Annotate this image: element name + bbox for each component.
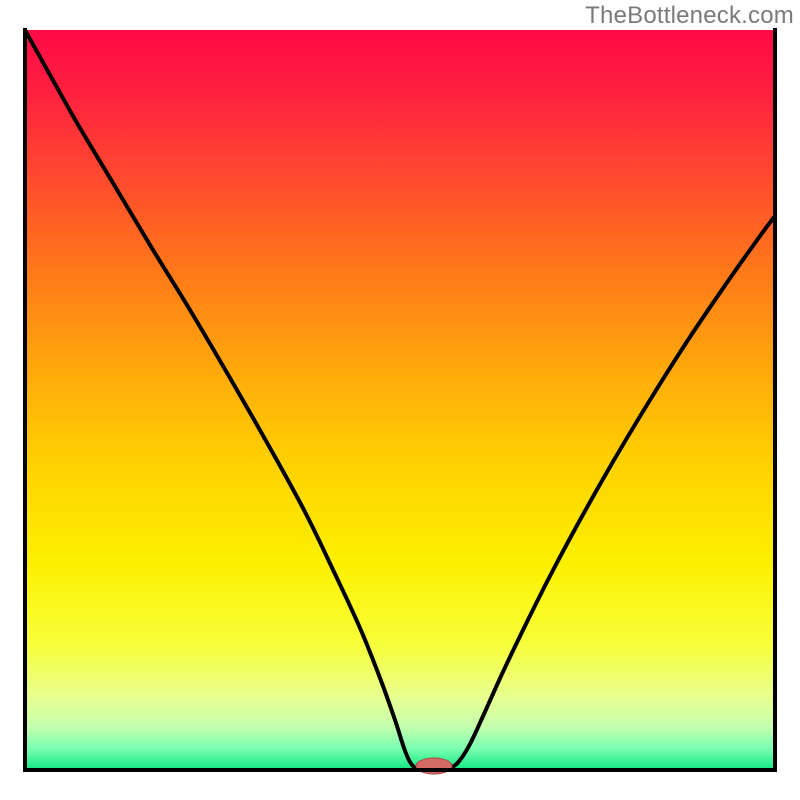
chart-container: TheBottleneck.com xyxy=(0,0,800,800)
watermark-text: TheBottleneck.com xyxy=(585,2,794,30)
bottleneck-chart xyxy=(0,0,800,800)
plot-background xyxy=(25,30,775,770)
